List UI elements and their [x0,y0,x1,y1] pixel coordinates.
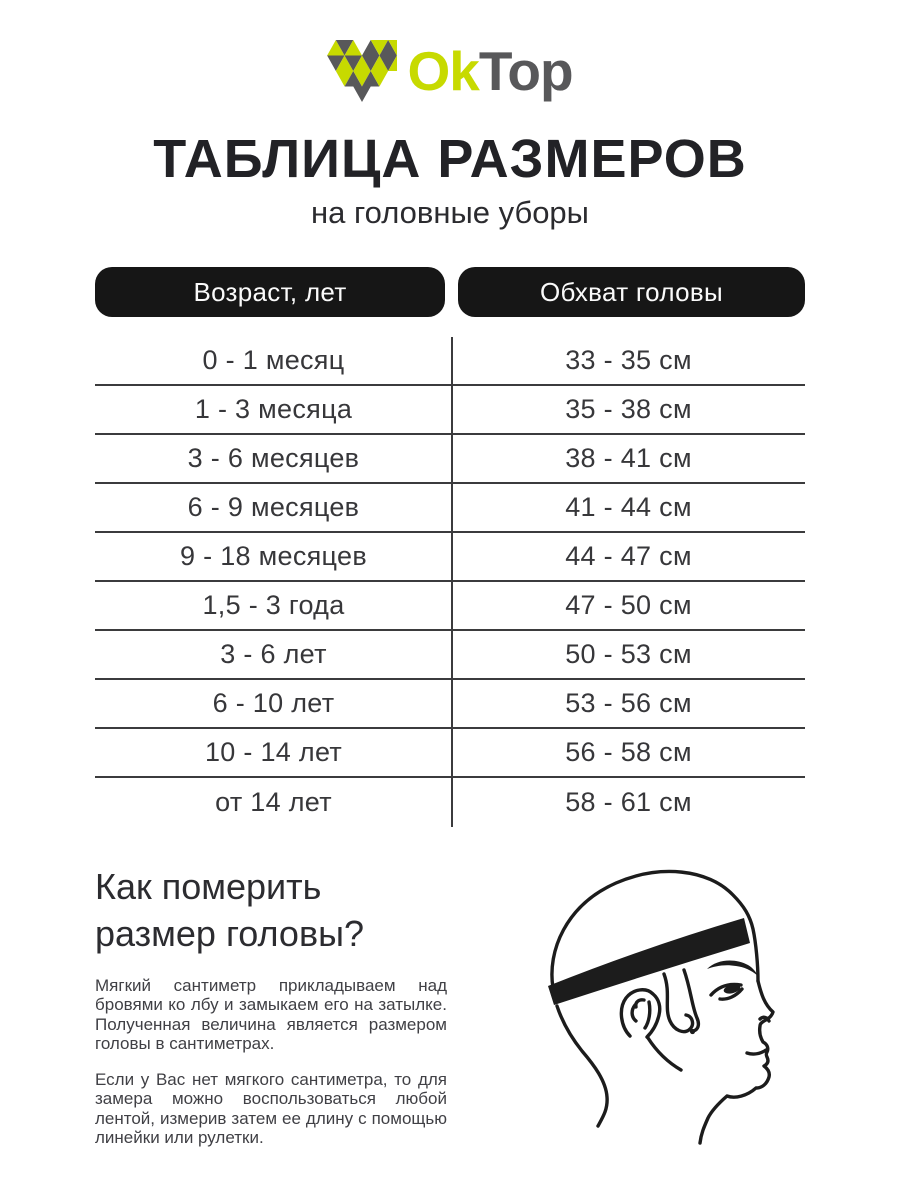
table-row: 1 - 3 месяца 35 - 38 см [95,386,805,435]
column-header-age: Возраст, лет [95,267,445,317]
size-table-rows: 0 - 1 месяц 33 - 35 см 1 - 3 месяца 35 - 38… [95,337,805,827]
table-row: 6 - 10 лет 53 - 56 см [95,680,805,729]
logo-wordmark-top: Top [478,39,574,102]
age-cell: 10 - 14 лет [204,737,343,767]
age-cell: 1 - 3 месяца [194,394,353,424]
table-row: 1,5 - 3 года 47 - 50 см [95,582,805,631]
table-row: 9 - 18 месяцев 44 - 47 см [95,533,805,582]
logo: OkTop [0,36,900,106]
page-subtitle: на головные уборы [311,195,589,230]
age-cell: 3 - 6 лет [220,639,327,669]
head-profile-illustration [548,869,775,1145]
size-cell: 58 - 61 см [565,787,692,817]
age-cell: 9 - 18 месяцев [180,541,367,571]
logo-wordmark: OkTop [407,43,573,99]
table-row: 10 - 14 лет 56 - 58 см [95,729,805,778]
howto-paragraph-1: Мягкий сантиметр прикладываем над бровям… [95,976,447,1054]
size-table: 0 - 1 месяц 33 - 35 см 1 - 3 месяца 35 - 38… [95,337,805,827]
size-cell: 44 - 47 см [565,541,692,571]
age-cell: 6 - 9 месяцев [187,492,360,522]
size-cell: 53 - 56 см [565,688,692,718]
age-cell: 0 - 1 месяц [202,345,345,375]
size-cell: 50 - 53 см [565,639,692,669]
column-header-size: Обхват головы [458,267,805,317]
size-cell: 33 - 35 см [565,345,692,375]
size-cell: 47 - 50 см [565,590,692,620]
table-row: 3 - 6 лет 50 - 53 см [95,631,805,680]
age-cell: от 14 лет [215,787,332,817]
size-cell: 56 - 58 см [565,737,692,767]
column-divider [451,337,453,827]
size-cell: 41 - 44 см [565,492,692,522]
howto-paragraph-2: Если у Вас нет мягкого сантиметра, то дл… [95,1070,447,1148]
table-row: от 14 лет 58 - 61 см [95,778,805,827]
age-cell: 6 - 10 лет [212,688,335,718]
table-row: 0 - 1 месяц 33 - 35 см [95,337,805,386]
age-cell: 3 - 6 месяцев [187,443,360,473]
size-cell: 38 - 41 см [565,443,692,473]
age-cell: 1,5 - 3 года [202,590,345,620]
howto-heading: Как померить размер головы? [95,866,364,954]
logo-wordmark-ok: Ok [407,39,479,102]
size-cell: 35 - 38 см [565,394,692,424]
table-header-row: Возраст, лет Обхват головы [95,267,805,317]
table-row: 3 - 6 месяцев 38 - 41 см [95,435,805,484]
table-row: 6 - 9 месяцев 41 - 44 см [95,484,805,533]
logo-mark-icon [327,40,398,102]
page-title: ТАБЛИЦА РАЗМЕРОВ [153,129,747,189]
